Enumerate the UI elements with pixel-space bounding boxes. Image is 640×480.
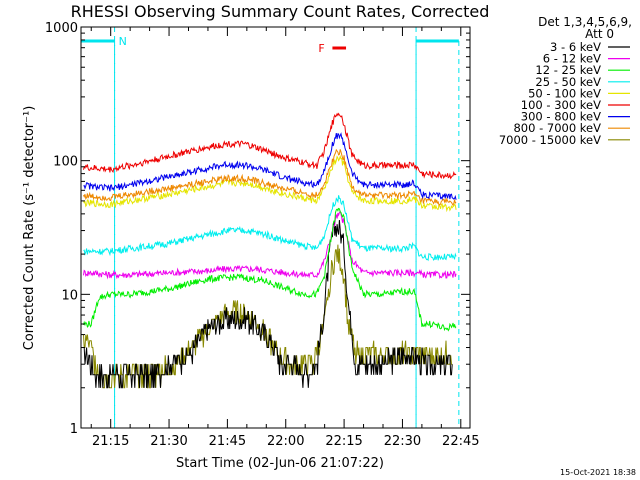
- legend-entry-label: 300 - 800 keV: [521, 110, 601, 124]
- legend-entry-label: 25 - 50 keV: [535, 75, 601, 89]
- x-tick-label: 22:15: [325, 434, 362, 449]
- legend-entry-label: 100 - 300 keV: [521, 98, 601, 112]
- series-layer: [83, 112, 457, 389]
- series-line: [83, 210, 457, 280]
- y-axis: 1 10 100 1000: [45, 21, 470, 437]
- series-line: [83, 244, 453, 389]
- x-tick-label: 22:00: [267, 434, 304, 449]
- legend-entry-label: 800 - 7000 keV: [513, 121, 601, 135]
- y-tick-label: 1000: [45, 21, 78, 36]
- y-tick-label: 1: [70, 422, 78, 437]
- plot-frame: [80, 26, 471, 429]
- legend-header-detectors: Det 1,3,4,5,6,9,: [538, 15, 632, 29]
- legend-header-attenuator: Att 0: [585, 27, 614, 41]
- x-tick-label: 22:45: [442, 434, 479, 449]
- x-tick-label: 22:30: [384, 434, 421, 449]
- legend-entry-label: 7000 - 15000 keV: [499, 133, 601, 147]
- legend-entry-label: 50 - 100 keV: [528, 86, 601, 100]
- series-line: [83, 207, 457, 332]
- x-tick-label: 21:30: [150, 434, 187, 449]
- series-line: [83, 154, 457, 213]
- chart-title: RHESSI Observing Summary Count Rates, Co…: [71, 2, 490, 21]
- series-line: [83, 219, 453, 389]
- x-axis: 21:15 21:30 21:45 22:00 22:15 22:30 22:45: [90, 27, 480, 449]
- timestamp: 15-Oct-2021 18:38: [560, 468, 636, 477]
- y-tick-label: 100: [53, 155, 78, 170]
- night-label: N: [119, 35, 127, 48]
- x-axis-label: Start Time (02-Jun-06 21:07:22): [176, 456, 384, 471]
- legend-entry-label: 6 - 12 keV: [543, 52, 601, 66]
- flare-flag-label: F: [318, 42, 324, 55]
- y-tick-label: 10: [61, 288, 78, 303]
- series-line: [83, 132, 457, 201]
- x-tick-label: 21:15: [92, 434, 129, 449]
- series-line: [83, 112, 457, 180]
- series-line: [83, 195, 457, 262]
- series-line: [83, 148, 457, 207]
- legend-entry-label: 12 - 25 keV: [535, 63, 601, 77]
- x-tick-label: 21:45: [209, 434, 246, 449]
- legend-entry-label: 3 - 6 keV: [550, 40, 601, 54]
- y-axis-label: Corrected Count Rate (s⁻¹ detector⁻¹): [22, 106, 37, 351]
